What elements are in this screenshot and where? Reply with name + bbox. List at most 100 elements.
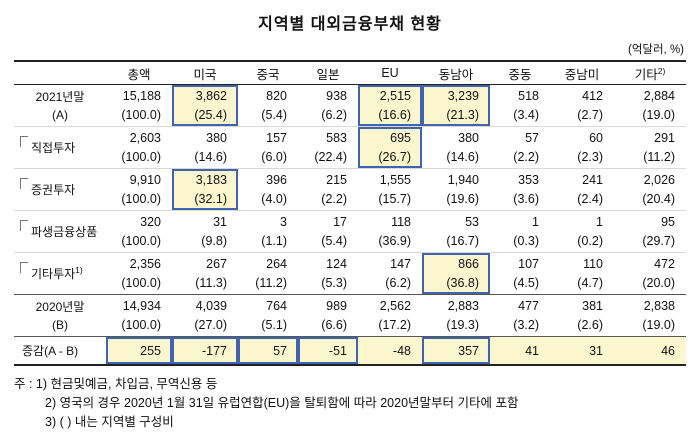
- column-header-label: 동남아: [438, 67, 474, 82]
- cell-percent: (2.4): [577, 191, 603, 206]
- cell-percent: (4.0): [261, 191, 287, 206]
- cell-value: 3,183: [195, 172, 227, 187]
- footnote-ref: 1): [75, 264, 83, 275]
- cell-percent: (5.3): [321, 275, 347, 290]
- data-cell: 989 (6.6): [298, 295, 358, 337]
- cell-value: 147: [390, 256, 411, 271]
- cell-value: 31: [589, 343, 603, 358]
- cell-value: 2,562: [379, 298, 411, 313]
- data-cell: 353 (3.6): [490, 169, 550, 211]
- footnote-3: 3) ( ) 내는 지역별 구성비: [45, 415, 174, 429]
- table-row-4: 기타투자1) 2,356 (100.0) 267 (11.3) 264 (11.2) 124 (…: [14, 253, 686, 295]
- cell-percent: (6.0): [261, 149, 287, 164]
- column-header-label: 중동: [508, 67, 532, 82]
- column-header-label: 기타: [634, 67, 658, 82]
- cell-percent: (14.6): [194, 149, 227, 164]
- cell-percent: (11.2): [643, 149, 675, 164]
- cell-percent: (11.3): [195, 275, 227, 290]
- header-row: 총액 미국 중국 일본 EU 동남아 중동 중남미 기타2): [14, 62, 686, 85]
- column-header-label: EU: [381, 66, 399, 80]
- cell-value: 107: [518, 256, 539, 271]
- cell-value: 31: [213, 214, 227, 229]
- cell-percent: (14.6): [446, 149, 479, 164]
- table-row-5: 2020년말 (B) 14,934 (100.0) 4,039 (27.0) 764 (5.1…: [14, 295, 686, 337]
- table-row-1: 직접투자 2,603 (100.0) 380 (14.6) 157 (6.0) 583 (22.…: [14, 127, 686, 169]
- data-cell: 477 (3.2): [490, 295, 550, 337]
- data-cell: 264 (11.2): [238, 253, 298, 295]
- data-cell: 110 (4.7): [550, 253, 614, 295]
- cell-value: 215: [326, 172, 347, 187]
- cell-value: 57: [525, 130, 539, 145]
- table-body: 2021년말 (A) 15,188 (100.0) 3,862 (25.4) 820 (5.4…: [14, 85, 686, 364]
- cell-value: 95: [661, 214, 675, 229]
- cell-value: 2,515: [379, 88, 411, 103]
- cell-value: 4,039: [195, 298, 227, 313]
- cell-value: 17: [333, 214, 347, 229]
- cell-value: 820: [266, 88, 287, 103]
- cell-percent: (25.4): [194, 107, 227, 122]
- data-cell: 1,940 (19.6): [422, 169, 490, 211]
- cell-value: 2,026: [643, 172, 675, 187]
- cell-value: 1,555: [379, 172, 411, 187]
- unit-label: (억달러, %): [627, 44, 684, 56]
- data-cell: 3 (1.1): [238, 211, 298, 253]
- table-row-2: 증권투자 9,910 (100.0) 3,183 (32.1) 396 (4.0) 215 (2…: [14, 169, 686, 211]
- data-cell: 583 (22.4): [298, 127, 358, 169]
- cell-value: 764: [266, 298, 287, 313]
- cell-value: -177: [201, 343, 227, 358]
- data-cell: 53 (16.7): [422, 211, 490, 253]
- data-cell: 41: [490, 337, 550, 364]
- cell-percent: (27.0): [194, 317, 227, 332]
- cell-value: 46: [661, 343, 675, 358]
- cell-percent: (6.2): [385, 275, 411, 290]
- cell-percent: (20.0): [642, 275, 675, 290]
- cell-value: 353: [518, 172, 539, 187]
- cell-percent: (29.7): [642, 233, 675, 248]
- data-cell: 60 (2.3): [550, 127, 614, 169]
- cell-percent: (19.6): [446, 191, 479, 206]
- data-cell: 3,183 (32.1): [172, 169, 238, 211]
- row-label-cell: 증감(A - B): [14, 337, 106, 364]
- cell-percent: (36.9): [378, 233, 411, 248]
- cell-value: 989: [326, 298, 347, 313]
- cell-percent: (36.8): [446, 275, 479, 290]
- page-title: 지역별 대외금융부채 현황: [258, 16, 442, 33]
- cell-percent: (15.7): [378, 191, 411, 206]
- cell-value: 267: [206, 256, 227, 271]
- row-label: 2020년말: [35, 299, 85, 314]
- data-cell: 14,934 (100.0): [106, 295, 172, 337]
- cell-percent: (19.0): [642, 107, 675, 122]
- cell-percent: (2.2): [321, 191, 347, 206]
- row-label: 직접투자: [31, 140, 76, 155]
- data-cell: 1 (0.3): [490, 211, 550, 253]
- data-cell: 17 (5.4): [298, 211, 358, 253]
- data-cell: 820 (5.4): [238, 85, 298, 127]
- data-cell: 31: [550, 337, 614, 364]
- cell-percent: (2.3): [577, 149, 603, 164]
- cell-percent: (19.0): [642, 317, 675, 332]
- data-cell: 396 (4.0): [238, 169, 298, 211]
- cell-percent: (100.0): [121, 275, 161, 290]
- cell-percent: (9.8): [201, 233, 227, 248]
- data-cell: 57: [238, 337, 298, 364]
- row-bracket: [20, 220, 28, 231]
- row-label: 기타투자: [31, 266, 76, 281]
- row-label-text: 파생금융상품: [31, 223, 106, 241]
- column-header-label: 중국: [256, 67, 280, 82]
- cell-percent: (2.2): [513, 149, 539, 164]
- footnotes: 주 : 1) 현금및예금, 차입금, 무역신용 등 2) 영국의 경우 2020…: [14, 375, 686, 432]
- cell-value: 57: [273, 343, 287, 358]
- cell-value: 2,838: [643, 298, 675, 313]
- data-cell: -177: [172, 337, 238, 364]
- cell-value: 938: [326, 88, 347, 103]
- row-label-cell: 증권투자: [14, 169, 106, 211]
- cell-percent: (32.1): [194, 191, 227, 206]
- cell-percent: (6.6): [321, 317, 347, 332]
- row-bracket: [20, 262, 28, 273]
- cell-value: 3,862: [195, 88, 227, 103]
- row-label-cell: 직접투자: [14, 127, 106, 169]
- cell-value: 118: [391, 214, 411, 229]
- data-cell: 215 (2.2): [298, 169, 358, 211]
- cell-value: 14,934: [122, 298, 161, 313]
- cell-value: -48: [392, 343, 411, 358]
